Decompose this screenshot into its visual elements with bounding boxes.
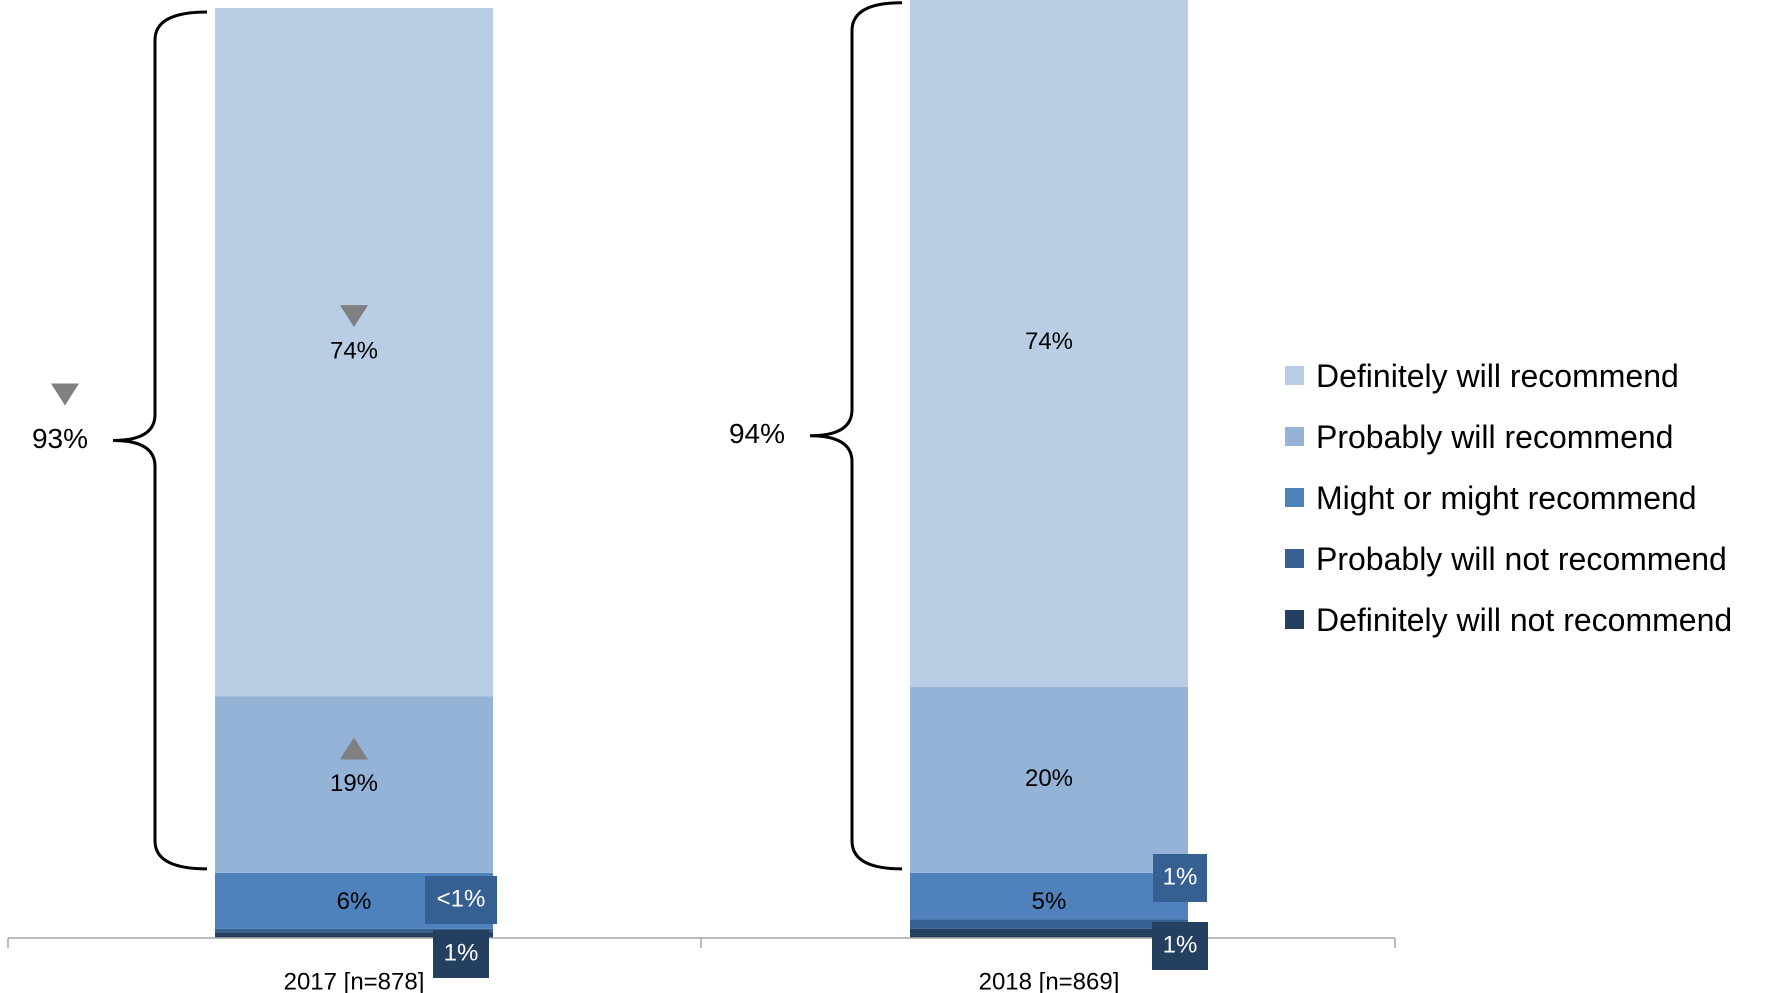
x-axis: 2017 [n=878] 2018 [n=869] [7, 937, 1396, 993]
legend-label: Probably will recommend [1316, 418, 1674, 455]
bar-segment [215, 8, 493, 697]
significance-down-icon [51, 383, 79, 406]
bar-segment [215, 932, 493, 938]
data-label: 20% [1025, 765, 1073, 792]
legend-swatch [1285, 610, 1304, 629]
data-label: <1% [437, 885, 486, 912]
bars-layer [215, 0, 1188, 938]
bar-segment [215, 696, 493, 873]
data-label-box [1153, 854, 1207, 902]
legend-item: Might or might recommend [1285, 467, 1732, 528]
legend-swatch [1285, 488, 1304, 507]
data-label: 1% [1163, 931, 1198, 958]
data-label: 5% [1032, 888, 1067, 915]
total-brace [809, 1, 903, 871]
data-label-box [1152, 922, 1208, 970]
data-label: 74% [330, 337, 378, 364]
legend-label: Definitely will recommend [1316, 357, 1679, 394]
bar-segment [910, 928, 1188, 938]
total-label: 93% [32, 423, 88, 454]
significance-down-icon [340, 305, 368, 328]
legend-item: Definitely will recommend [1285, 345, 1732, 406]
bar-segment [910, 872, 1188, 920]
category-label: 2017 [n=878] [284, 968, 425, 993]
legend-label: Probably will not recommend [1316, 540, 1727, 577]
legend-swatch [1285, 366, 1304, 385]
data-label: 74% [1025, 328, 1073, 355]
bar-segment [910, 919, 1188, 929]
legend-swatch [1285, 427, 1304, 446]
legend-item: Definitely will not recommend [1285, 589, 1732, 650]
data-label: 1% [1163, 863, 1198, 890]
data-label-box [425, 876, 497, 924]
bar-segment [910, 0, 1188, 687]
significance-up-icon [340, 737, 368, 760]
total-label: 94% [729, 418, 785, 449]
category-label: 2018 [n=869] [979, 968, 1120, 993]
braces-layer [112, 1, 903, 871]
legend-item: Probably will recommend [1285, 406, 1732, 467]
data-label-box [433, 930, 489, 978]
labels-layer: 74% 19% 6% <1% 1% 74% 20% 5% 1% 1% 93% 94% [32, 305, 1208, 978]
data-label: 6% [337, 888, 372, 915]
bar-segment [215, 928, 493, 933]
legend: Definitely will recommend Probably will … [1285, 345, 1732, 650]
legend-label: Might or might recommend [1316, 479, 1697, 516]
legend-item: Probably will not recommend [1285, 528, 1732, 589]
legend-label: Definitely will not recommend [1316, 601, 1733, 638]
total-brace [112, 10, 208, 871]
data-label: 1% [444, 939, 479, 966]
legend-swatch [1285, 549, 1304, 568]
data-label: 19% [330, 770, 378, 797]
bar-segment [910, 686, 1188, 873]
